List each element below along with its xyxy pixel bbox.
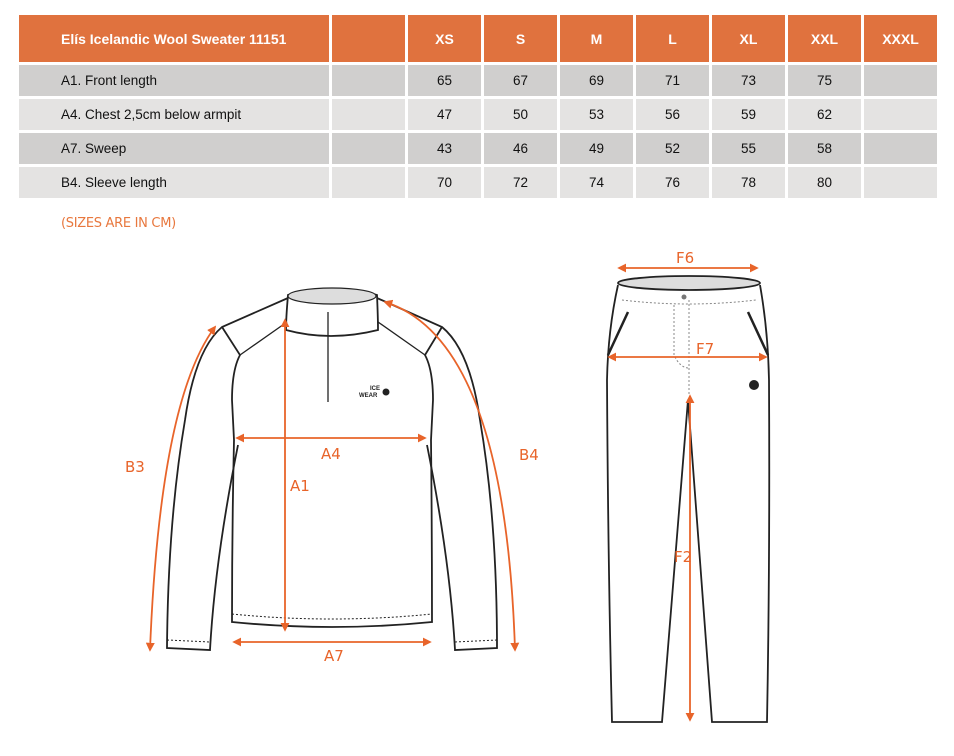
units-note: (SIZES ARE IN CM) [61,216,176,231]
cell: 65 [408,65,481,96]
cell: 80 [788,167,861,198]
size-header: S [484,15,557,62]
cell [864,133,937,164]
cell: 56 [636,99,709,130]
table-row: A1. Front length 65 67 69 71 73 75 [19,65,937,96]
pants-drawing [606,275,771,723]
size-header: M [560,15,633,62]
svg-text:WEAR: WEAR [359,393,378,399]
measurement-arrows [145,263,768,722]
label-a1: A1 [290,477,310,495]
cell: 78 [712,167,785,198]
cell [864,65,937,96]
row-label: A4. Chest 2,5cm below armpit [19,99,329,130]
cell: 53 [560,99,633,130]
cell: 71 [636,65,709,96]
sweater-drawing [166,287,498,651]
cell: 52 [636,133,709,164]
row-label: A7. Sweep [19,133,329,164]
size-header: XXL [788,15,861,62]
label-b3: B3 [125,458,145,476]
table-row: A4. Chest 2,5cm below armpit 47 50 53 56 59 6… [19,99,937,130]
cell: 59 [712,99,785,130]
row-label: A1. Front length [19,65,329,96]
cell: 55 [712,133,785,164]
cell: 76 [636,167,709,198]
table-header: Elís Icelandic Wool Sweater 11151 XS S M… [19,15,937,62]
label-b4: B4 [519,446,539,464]
cell: 46 [484,133,557,164]
size-header: XL [712,15,785,62]
cell: 75 [788,65,861,96]
size-header: L [636,15,709,62]
size-table: Elís Icelandic Wool Sweater 11151 XS S M… [16,12,940,201]
cell: 43 [408,133,481,164]
label-a4: A4 [321,445,341,463]
cell: 49 [560,133,633,164]
b4-arrow [383,299,520,652]
svg-text:ICE: ICE [370,386,380,392]
product-title: Elís Icelandic Wool Sweater 11151 [19,15,329,62]
size-header: XXXL [864,15,937,62]
cell: 73 [712,65,785,96]
cell: 72 [484,167,557,198]
cell [864,99,937,130]
b3-arrow [145,325,217,652]
table-row: A7. Sweep 43 46 49 52 55 58 [19,133,937,164]
cell [864,167,937,198]
cell: 70 [408,167,481,198]
cell: 62 [788,99,861,130]
label-f2: F2 [674,548,692,566]
ice-wear-logo: ICE WEAR [359,386,390,399]
label-f7: F7 [696,340,714,358]
row-label: B4. Sleeve length [19,167,329,198]
cell: 67 [484,65,557,96]
cell: 74 [560,167,633,198]
label-a7: A7 [324,647,344,665]
label-f6: F6 [676,249,694,267]
size-header: XS [408,15,481,62]
cell: 47 [408,99,481,130]
cell: 50 [484,99,557,130]
table-row: B4. Sleeve length 70 72 74 76 78 80 [19,167,937,198]
cell: 58 [788,133,861,164]
cell: 69 [560,65,633,96]
